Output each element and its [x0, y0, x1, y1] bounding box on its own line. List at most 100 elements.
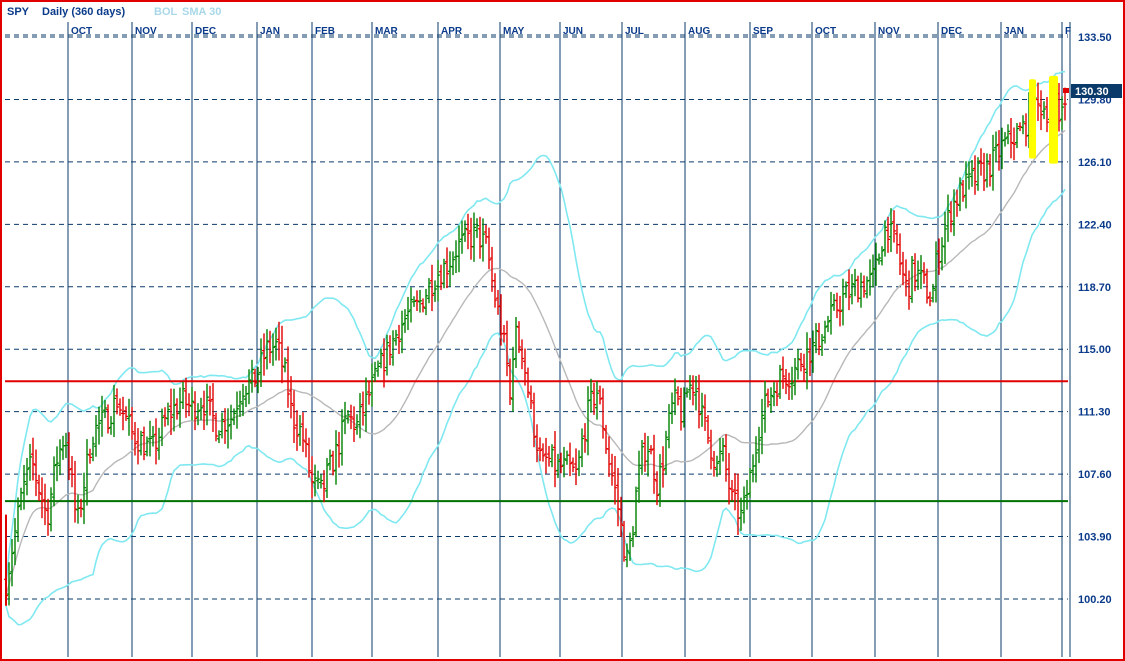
ohlc-bar [982, 152, 986, 191]
y-tick-label: 111.30 [1078, 407, 1110, 419]
ohlc-bar [418, 289, 422, 313]
ohlc-bar [637, 450, 641, 503]
ohlc-bar [607, 436, 611, 477]
ohlc-bar [106, 404, 110, 434]
ohlc-bar [694, 376, 698, 411]
ohlc-bar [781, 356, 785, 389]
ohlc-bar [790, 366, 794, 400]
ohlc-bar [307, 437, 311, 478]
ohlc-bar [817, 322, 821, 356]
bollinger-upper-line [5, 70, 1066, 586]
ohlc-bar [1012, 127, 1016, 161]
ohlc-bar [55, 446, 59, 482]
ohlc-bar [793, 358, 797, 396]
ohlc-bar [844, 281, 848, 298]
ohlc-bar [466, 213, 470, 250]
ohlc-bar [487, 227, 491, 270]
ohlc-bar [925, 268, 929, 304]
ohlc-bar [796, 348, 800, 380]
ohlc-bar [667, 404, 671, 449]
ohlc-bar [241, 383, 245, 417]
ohlc-bar [523, 348, 527, 386]
ohlc-bar [766, 388, 770, 408]
ohlc-bar [886, 216, 890, 253]
ohlc-bar [343, 401, 347, 435]
ohlc-bar [355, 414, 359, 435]
ohlc-bar [151, 426, 155, 447]
ohlc-bar [262, 333, 266, 376]
ohlc-bar [619, 496, 623, 537]
ohlc-bar [877, 253, 881, 265]
ohlc-bar [301, 412, 305, 452]
ohlc-bar [295, 410, 299, 451]
ohlc-bar [1042, 101, 1046, 120]
ohlc-bar [64, 432, 68, 459]
y-tick-label: 107.60 [1078, 469, 1112, 481]
ohlc-bar [970, 160, 974, 187]
ohlc-bar [718, 438, 722, 475]
ohlc-bar [1021, 115, 1025, 135]
ohlc-bar [598, 385, 602, 405]
ohlc-bar [448, 251, 452, 287]
ohlc-bar [460, 220, 464, 254]
ohlc-bar [664, 430, 668, 475]
ohlc-bar [811, 330, 815, 373]
month-label: MAY [503, 26, 525, 37]
ohlc-bar [634, 486, 638, 538]
ohlc-bar [673, 378, 677, 415]
ohlc-bar [493, 273, 497, 308]
ohlc-bar [235, 391, 239, 429]
ohlc-bar [424, 288, 428, 316]
ohlc-bar [835, 292, 839, 319]
ohlc-bar [1060, 96, 1064, 131]
ohlc-bar [415, 290, 419, 311]
ohlc-bar [715, 455, 719, 477]
ohlc-bar [700, 392, 704, 427]
ohlc-bar [436, 260, 440, 302]
ohlc-bar [367, 382, 371, 405]
ohlc-bar [190, 387, 194, 421]
ohlc-bar [478, 216, 482, 259]
ohlc-bar [457, 225, 461, 273]
sma-30-line [5, 129, 1066, 596]
ohlc-bar [238, 390, 242, 417]
ohlc-bar [175, 398, 179, 420]
ohlc-bar [775, 382, 779, 406]
ohlc-bar [427, 278, 431, 304]
ohlc-bar [97, 406, 101, 445]
ohlc-bar [535, 424, 539, 463]
ohlc-bar [139, 430, 143, 456]
ohlc-bar [823, 320, 827, 344]
ohlc-bar [889, 208, 893, 252]
ohlc-bar [181, 381, 185, 409]
ohlc-bar [556, 453, 560, 478]
ohlc-bar [382, 338, 386, 388]
ohlc-bar [52, 456, 56, 507]
ohlc-bar [325, 458, 329, 498]
ohlc-bar [472, 212, 476, 262]
ohlc-bar [451, 251, 455, 276]
ohlc-bar [289, 376, 293, 419]
ohlc-bar [643, 432, 647, 472]
ohlc-bar [517, 321, 521, 353]
ohlc-bar [541, 443, 545, 462]
ohlc-bar [376, 360, 380, 377]
ohlc-bar [562, 446, 566, 478]
ohlc-bar [16, 497, 20, 542]
month-labels: OCT NOV DEC JAN FEB MAR APR MAY JUN JUL AUG SEP OCT N… [71, 26, 1071, 37]
ohlc-bar [976, 157, 980, 191]
ohlc-bar [187, 393, 191, 417]
ohlc-bar [49, 487, 53, 532]
month-label: OCT [71, 26, 92, 37]
ohlc-bar [898, 233, 902, 275]
ohlc-bar [571, 457, 575, 473]
ohlc-bar [874, 242, 878, 286]
ohlc-bar [406, 296, 410, 330]
ohlc-bar [229, 404, 233, 440]
ohlc-bar [544, 437, 548, 474]
ohlc-bar [688, 375, 692, 400]
ohlc-bar [652, 434, 656, 494]
month-label: DEC [195, 26, 216, 37]
ohlc-bar [217, 430, 221, 444]
